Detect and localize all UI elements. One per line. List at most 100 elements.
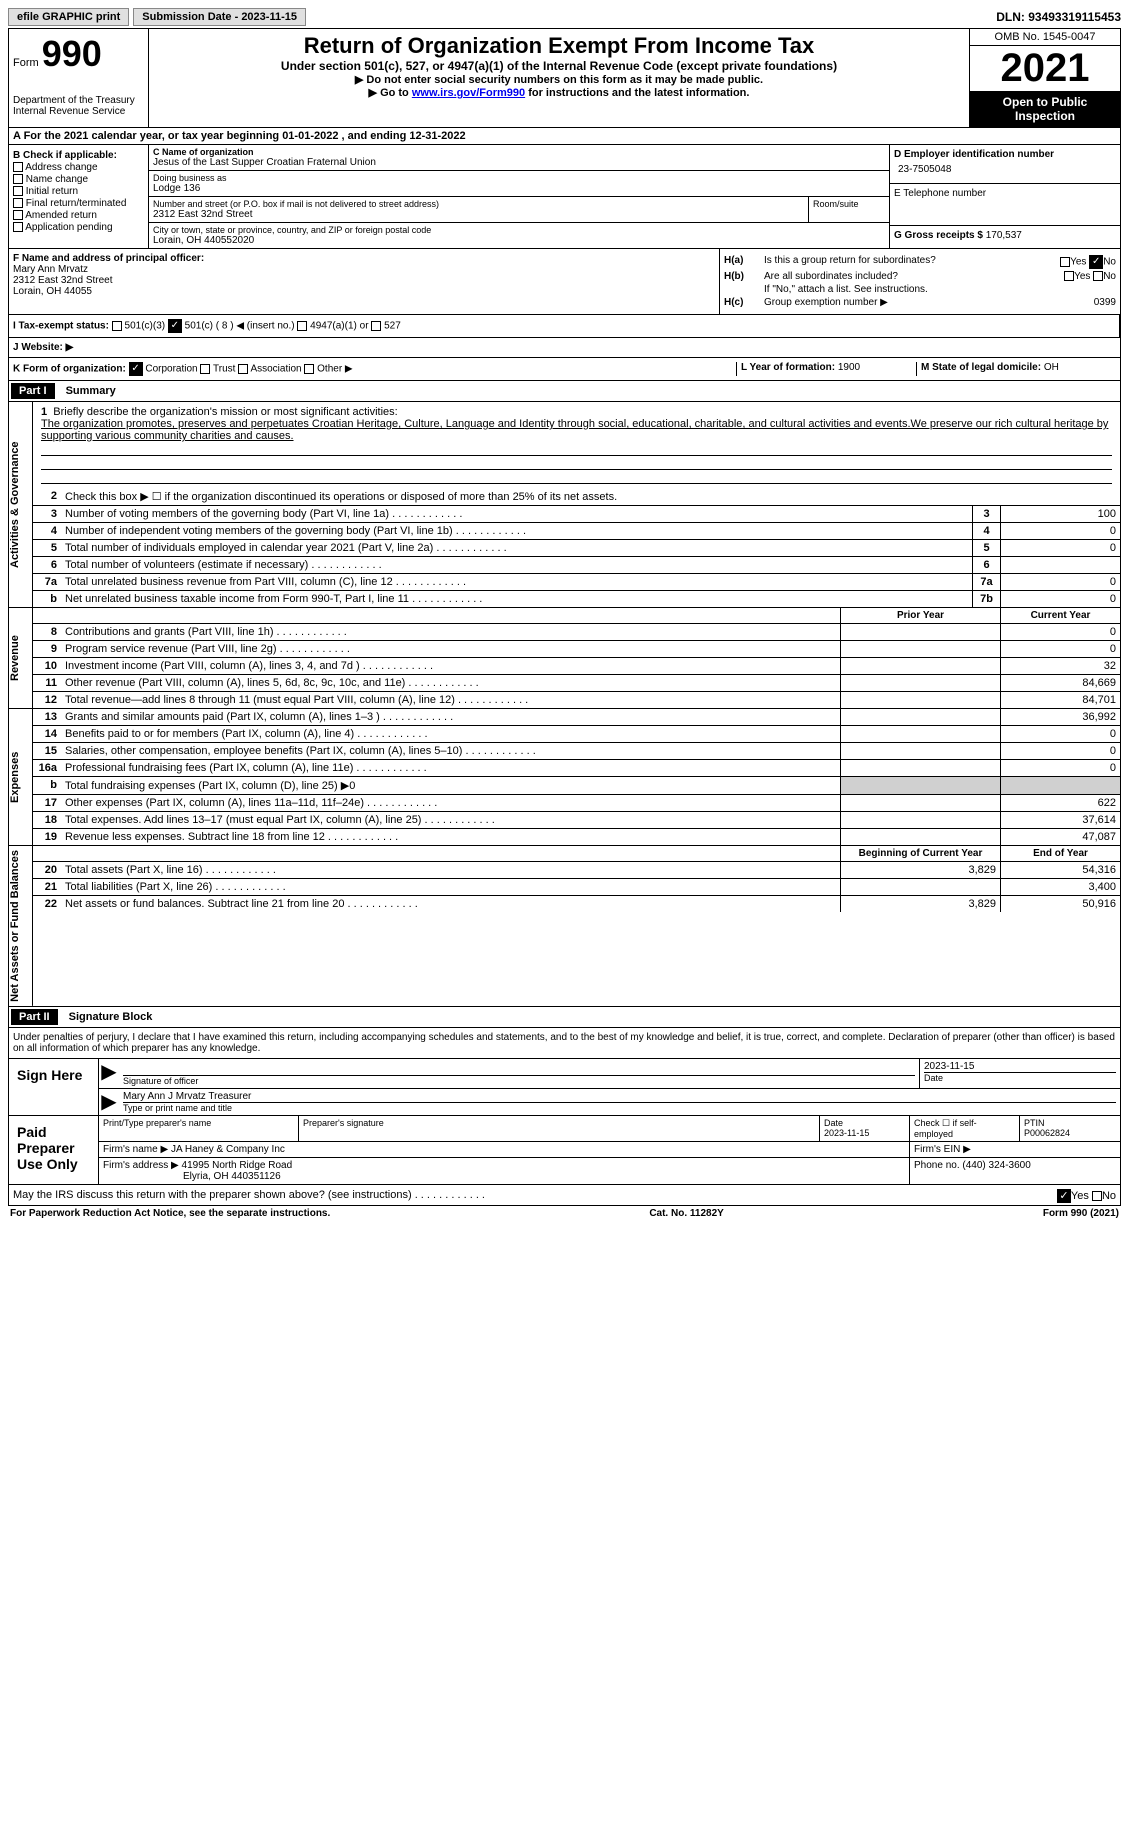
prep-date: 2023-11-15: [824, 1128, 869, 1138]
assoc-checkbox[interactable]: [238, 364, 248, 374]
omb-number: OMB No. 1545-0047: [970, 29, 1120, 46]
table-row: 22Net assets or fund balances. Subtract …: [33, 896, 1120, 912]
part-1-header: Part I Summary: [8, 381, 1121, 402]
discuss-yes-checkbox[interactable]: ✓: [1057, 1189, 1071, 1203]
table-row: 14Benefits paid to or for members (Part …: [33, 726, 1120, 743]
table-row: 10Investment income (Part VIII, column (…: [33, 658, 1120, 675]
irs-link[interactable]: www.irs.gov/Form990: [412, 87, 525, 99]
discuss-no-checkbox[interactable]: [1092, 1191, 1102, 1201]
table-row: 5Total number of individuals employed in…: [33, 540, 1120, 557]
sign-here-section: Sign Here ▶ Signature of officer 2023-11…: [8, 1059, 1121, 1116]
table-row: 9Program service revenue (Part VIII, lin…: [33, 641, 1120, 658]
side-revenue: Revenue: [9, 608, 33, 708]
table-row: 20Total assets (Part X, line 16)3,82954,…: [33, 862, 1120, 879]
paid-preparer-section: Paid Preparer Use Only Print/Type prepar…: [8, 1116, 1121, 1185]
table-row: 11Other revenue (Part VIII, column (A), …: [33, 675, 1120, 692]
form-header: Form 990 Department of the Treasury Inte…: [8, 28, 1121, 128]
org-name: Jesus of the Last Supper Croatian Frater…: [153, 157, 885, 168]
amended-checkbox[interactable]: [13, 210, 23, 220]
app-checkbox[interactable]: [13, 222, 23, 232]
form-subtitle: Under section 501(c), 527, or 4947(a)(1)…: [153, 59, 965, 73]
side-governance: Activities & Governance: [9, 402, 33, 607]
street-address: 2312 East 32nd Street: [153, 209, 804, 220]
inspection-label: Open to Public Inspection: [970, 91, 1120, 127]
527-checkbox[interactable]: [371, 321, 381, 331]
officer-print-name: Mary Ann J Mrvatz Treasurer: [123, 1091, 1116, 1102]
4947-checkbox[interactable]: [297, 321, 307, 331]
ha-no-checkbox[interactable]: ✓: [1089, 255, 1103, 269]
officer-street: 2312 East 32nd Street: [13, 275, 715, 286]
other-checkbox[interactable]: [304, 364, 314, 374]
ha-yes-checkbox[interactable]: [1060, 257, 1070, 267]
ein: 23-7505048: [894, 160, 1116, 179]
discuss-row: May the IRS discuss this return with the…: [8, 1185, 1121, 1206]
side-expenses: Expenses: [9, 709, 33, 845]
addr-checkbox[interactable]: [13, 162, 23, 172]
form-title: Return of Organization Exempt From Incom…: [153, 33, 965, 59]
table-row: 18Total expenses. Add lines 13–17 (must …: [33, 812, 1120, 829]
row-a: A For the 2021 calendar year, or tax yea…: [8, 128, 1121, 145]
section-bcd: B Check if applicable: Address change Na…: [8, 145, 1121, 249]
section-fh: F Name and address of principal officer:…: [8, 249, 1121, 315]
501c3-checkbox[interactable]: [112, 321, 122, 331]
ptin: P00062824: [1024, 1128, 1070, 1138]
firm-phone: (440) 324-3600: [962, 1160, 1030, 1171]
table-row: bNet unrelated business taxable income f…: [33, 591, 1120, 607]
table-row: bTotal fundraising expenses (Part IX, co…: [33, 777, 1120, 795]
table-row: 13Grants and similar amounts paid (Part …: [33, 709, 1120, 726]
table-row: 6Total number of volunteers (estimate if…: [33, 557, 1120, 574]
sig-date: 2023-11-15: [924, 1061, 1116, 1072]
submission-date-button[interactable]: Submission Date - 2023-11-15: [133, 8, 306, 26]
firm-addr2: Elyria, OH 440351126: [103, 1171, 281, 1182]
form-number: 990: [42, 33, 102, 74]
side-netassets: Net Assets or Fund Balances: [9, 846, 33, 1006]
firm-addr1: 41995 North Ridge Road: [182, 1160, 293, 1171]
corp-checkbox[interactable]: ✓: [129, 362, 143, 376]
section-d: D Employer identification number 23-7505…: [890, 145, 1120, 248]
domicile-state: OH: [1044, 362, 1059, 373]
tax-year: 2021: [970, 46, 1120, 91]
dept-label: Department of the Treasury: [13, 95, 144, 106]
part-2-header: Part II Signature Block: [8, 1007, 1121, 1028]
table-row: 15Salaries, other compensation, employee…: [33, 743, 1120, 760]
firm-name: JA Haney & Company Inc: [171, 1144, 285, 1155]
summary-governance: Activities & Governance 1 Briefly descri…: [8, 402, 1121, 608]
table-row: 3Number of voting members of the governi…: [33, 506, 1120, 523]
table-row: 17Other expenses (Part IX, column (A), l…: [33, 795, 1120, 812]
efile-button[interactable]: efile GRAPHIC print: [8, 8, 129, 26]
table-row: 8Contributions and grants (Part VIII, li…: [33, 624, 1120, 641]
cat-number: Cat. No. 11282Y: [649, 1208, 723, 1219]
city-state-zip: Lorain, OH 440552020: [153, 235, 885, 246]
hb-no-checkbox[interactable]: [1093, 271, 1103, 281]
instruction-2: ▶ Go to www.irs.gov/Form990 for instruct…: [153, 86, 965, 99]
section-c: C Name of organization Jesus of the Last…: [149, 145, 890, 248]
form-990-page: efile GRAPHIC print Submission Date - 20…: [0, 0, 1129, 1229]
table-row: 16aProfessional fundraising fees (Part I…: [33, 760, 1120, 777]
summary-expenses: Expenses 13Grants and similar amounts pa…: [8, 709, 1121, 846]
final-checkbox[interactable]: [13, 198, 23, 208]
gross-receipts: 170,537: [986, 230, 1022, 241]
hb-yes-checkbox[interactable]: [1064, 271, 1074, 281]
officer-name: Mary Ann Mrvatz: [13, 264, 715, 275]
row-i: I Tax-exempt status: 501(c)(3) ✓ 501(c) …: [8, 315, 1121, 338]
mission-text: The organization promotes, preserves and…: [41, 418, 1112, 442]
penalty-statement: Under penalties of perjury, I declare th…: [8, 1028, 1121, 1059]
table-row: 7aTotal unrelated business revenue from …: [33, 574, 1120, 591]
table-row: 4Number of independent voting members of…: [33, 523, 1120, 540]
officer-city: Lorain, OH 44055: [13, 286, 715, 297]
row-k: K Form of organization: ✓ Corporation Tr…: [8, 358, 1121, 381]
dln-label: DLN: 93493319115453: [996, 10, 1121, 24]
year-formation: 1900: [838, 362, 860, 373]
summary-revenue: Revenue Prior Year Current Year 8Contrib…: [8, 608, 1121, 709]
table-row: 19Revenue less expenses. Subtract line 1…: [33, 829, 1120, 845]
section-b: B Check if applicable: Address change Na…: [9, 145, 149, 248]
initial-checkbox[interactable]: [13, 186, 23, 196]
page-footer: For Paperwork Reduction Act Notice, see …: [8, 1206, 1121, 1221]
dba: Lodge 136: [153, 183, 885, 194]
irs-label: Internal Revenue Service: [13, 106, 144, 117]
name-checkbox[interactable]: [13, 174, 23, 184]
trust-checkbox[interactable]: [200, 364, 210, 374]
501c-checkbox[interactable]: ✓: [168, 319, 182, 333]
instruction-1: ▶ Do not enter social security numbers o…: [153, 73, 965, 86]
top-bar: efile GRAPHIC print Submission Date - 20…: [8, 8, 1121, 26]
